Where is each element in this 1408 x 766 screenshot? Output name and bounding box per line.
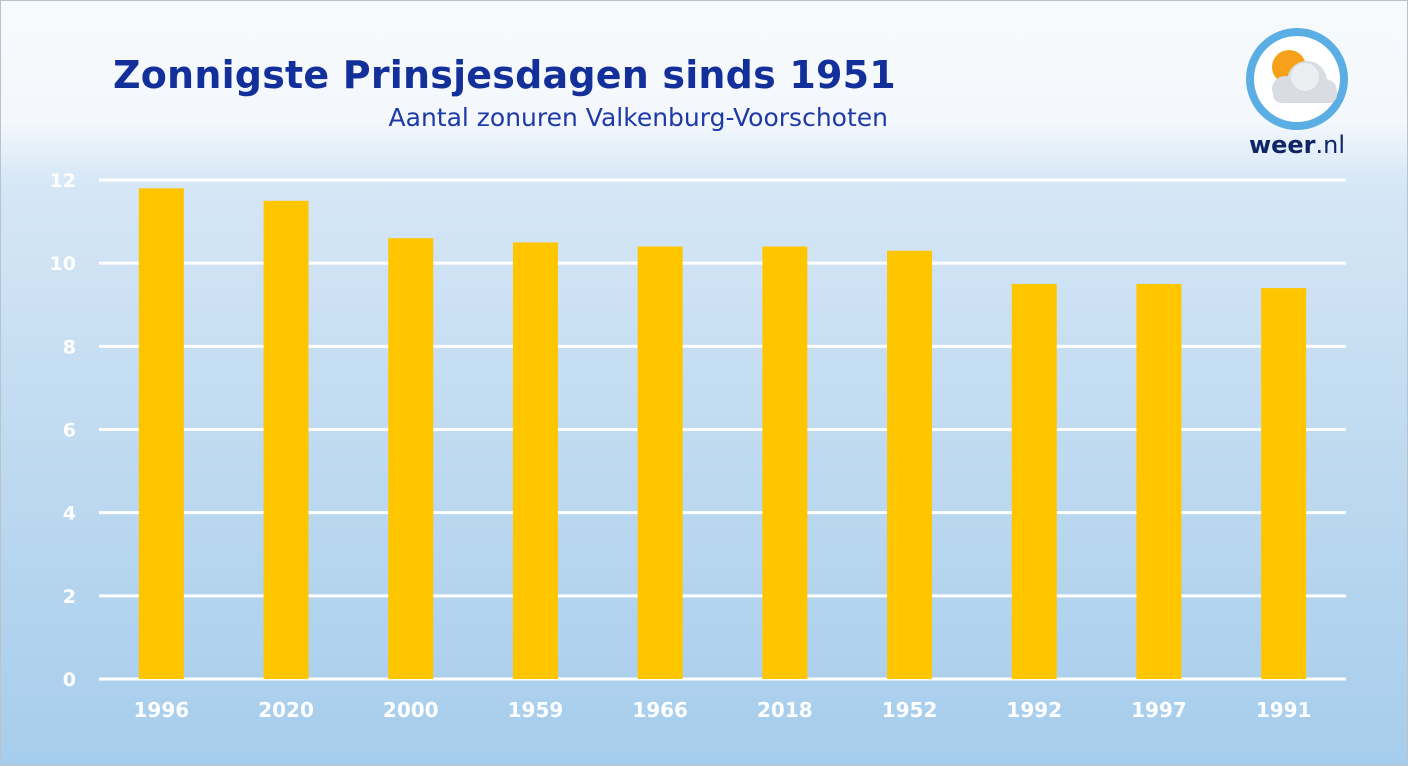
bar-2018 (762, 246, 808, 680)
bars (138, 188, 1307, 680)
x-tick-label: 1992 (1006, 698, 1062, 722)
x-tick-label: 2018 (757, 698, 813, 722)
x-tick-label: 1966 (632, 698, 688, 722)
sun-cloud-icon (1246, 28, 1348, 130)
y-tick-label: 6 (63, 420, 76, 442)
x-tick-label: 1952 (882, 698, 938, 722)
bar-1997 (1136, 283, 1182, 679)
bar-1992 (1011, 283, 1057, 679)
logo-brand: weer (1248, 131, 1316, 159)
x-tick-label: 1997 (1131, 698, 1187, 722)
bar-1952 (887, 250, 933, 680)
bar-1966 (637, 246, 683, 680)
bar-1959 (512, 242, 558, 679)
chart-subtitle: Aantal zonuren Valkenburg-Voorschoten (388, 103, 888, 132)
x-tick-label: 2000 (383, 698, 439, 722)
x-axis-ticks: 1996 2020 2000 1959 1966 2018 1952 1992 1997 1991 (134, 698, 1312, 722)
chart-title: Zonnigste Prinsjesdagen sinds 1951 (113, 53, 896, 97)
y-tick-label: 8 (63, 336, 76, 358)
x-tick-label: 2020 (258, 698, 314, 722)
x-tick-label: 1991 (1256, 698, 1312, 722)
bar-2000 (388, 238, 434, 679)
y-axis-ticks: 0 2 4 6 8 10 12 (50, 170, 76, 691)
bar-1996 (138, 188, 184, 680)
weer-nl-logo: weer.nl (1245, 27, 1349, 162)
logo-tld: .nl (1315, 131, 1346, 159)
bar-2020 (263, 200, 309, 679)
logo-wordmark: weer.nl (1245, 131, 1349, 159)
y-tick-label: 4 (63, 503, 76, 525)
x-tick-label: 1959 (508, 698, 564, 722)
y-tick-label: 12 (50, 170, 76, 192)
y-tick-label: 10 (50, 253, 76, 275)
bar-1991 (1261, 288, 1307, 679)
x-tick-label: 1996 (134, 698, 190, 722)
y-tick-label: 2 (63, 586, 76, 608)
y-tick-label: 0 (63, 669, 76, 691)
